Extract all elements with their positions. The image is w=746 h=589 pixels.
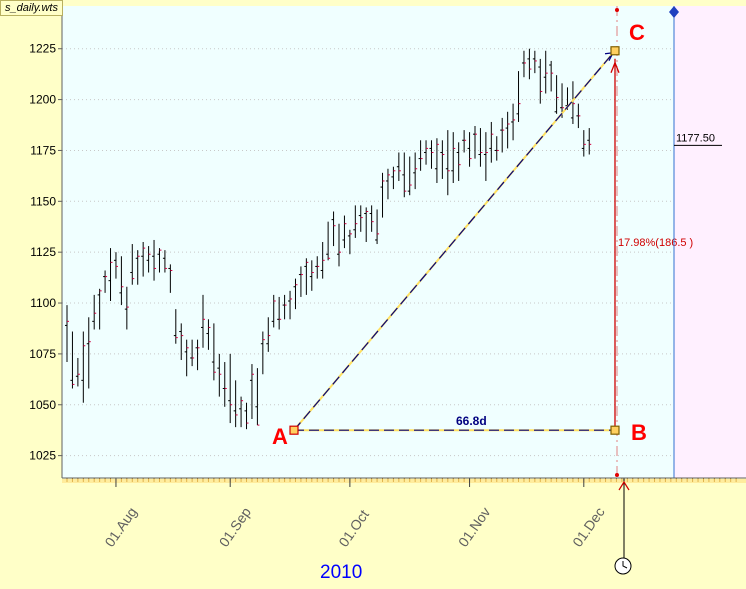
y-tick-label: 1050 [29, 398, 56, 412]
y-tick-label: 1150 [30, 194, 56, 208]
y-tick-label: 1075 [29, 347, 56, 361]
change-label: 17.98%(186.5 ) [618, 237, 693, 249]
point-a-marker [289, 425, 299, 435]
duration-label: 66.8d [456, 414, 487, 428]
plot-area [62, 6, 674, 478]
price-bars [65, 48, 592, 430]
y-tick-label: 1100 [30, 296, 56, 310]
point-c-marker [610, 46, 620, 56]
ac-line [293, 50, 616, 431]
future-zone [674, 6, 746, 478]
y-tick-label: 1200 [29, 93, 56, 107]
y-tick-label: 1225 [29, 42, 56, 56]
label-c: C [629, 20, 645, 45]
label-b: B [631, 420, 647, 445]
annotations: A B C 66.8d 17.98%(186.5 ) 1177.50 [272, 6, 722, 575]
cursor-handle-arrow [618, 480, 630, 491]
cursor-bottom-marker [615, 473, 619, 477]
bc-arrowhead [610, 61, 620, 74]
clock-hands [622, 561, 628, 569]
now-marker [669, 6, 679, 18]
year-label: 2010 [320, 562, 362, 583]
point-b-marker [610, 425, 620, 435]
cursor-top-marker [615, 8, 619, 12]
chart-title: s_daily.wts [0, 0, 63, 16]
x-tick-band [62, 479, 746, 483]
last-price-label: 1177.50 [676, 132, 715, 144]
y-tick-label: 1125 [30, 245, 56, 259]
y-tick-label: 1175 [30, 143, 56, 157]
label-a: A [272, 424, 288, 449]
y-tick-label: 1025 [29, 449, 56, 463]
